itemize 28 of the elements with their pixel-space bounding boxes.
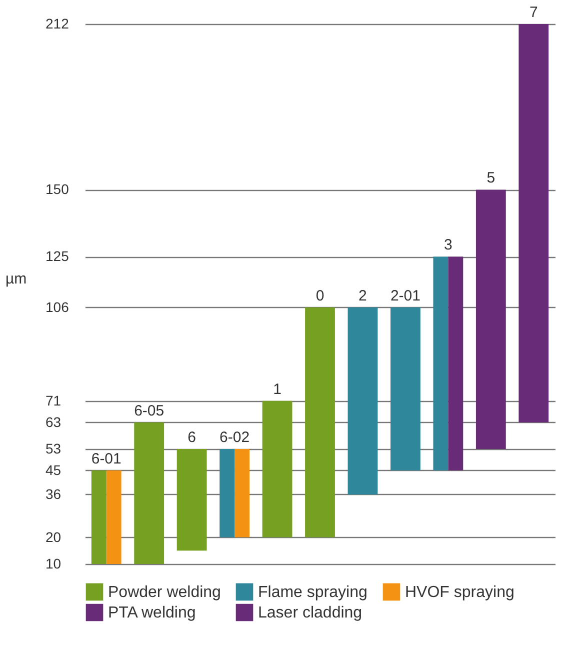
y-tick-label: 53 xyxy=(46,440,62,457)
x-tick-label: 6 xyxy=(188,429,196,446)
x-tick-label: 7 xyxy=(529,4,538,21)
y-tick-label: 106 xyxy=(46,298,70,315)
legend-label: Flame spraying xyxy=(258,584,368,601)
x-tick-label: 0 xyxy=(316,287,324,304)
legend-label: Laser cladding xyxy=(258,604,362,622)
legend-label: PTA welding xyxy=(108,604,196,622)
x-tick-label: 6-05 xyxy=(134,402,164,420)
y-tick-label: 125 xyxy=(46,248,70,264)
y-tick-label: 212 xyxy=(46,16,70,32)
y-tick-label: 71 xyxy=(46,392,62,408)
y-tick-label: 20 xyxy=(46,528,62,545)
y-axis-title: µm xyxy=(6,270,27,288)
y-tick-label: 10 xyxy=(46,556,62,572)
y-tick-label: 63 xyxy=(46,414,62,430)
x-tick-label: 2-01 xyxy=(390,287,420,304)
x-tick-label: 6-01 xyxy=(91,450,122,468)
x-tick-label: 1 xyxy=(273,380,282,398)
y-tick-label: 150 xyxy=(46,181,70,198)
y-tick-label: 36 xyxy=(46,486,62,502)
x-tick-label: 3 xyxy=(444,236,452,254)
legend-label: HVOF spraying xyxy=(405,584,514,601)
x-tick-label: 2 xyxy=(358,287,367,304)
y-tick-label: 45 xyxy=(46,462,62,478)
x-tick-label: 6-02 xyxy=(220,429,250,446)
legend-label: Powder welding xyxy=(108,584,221,601)
x-tick-label: 5 xyxy=(486,170,496,187)
